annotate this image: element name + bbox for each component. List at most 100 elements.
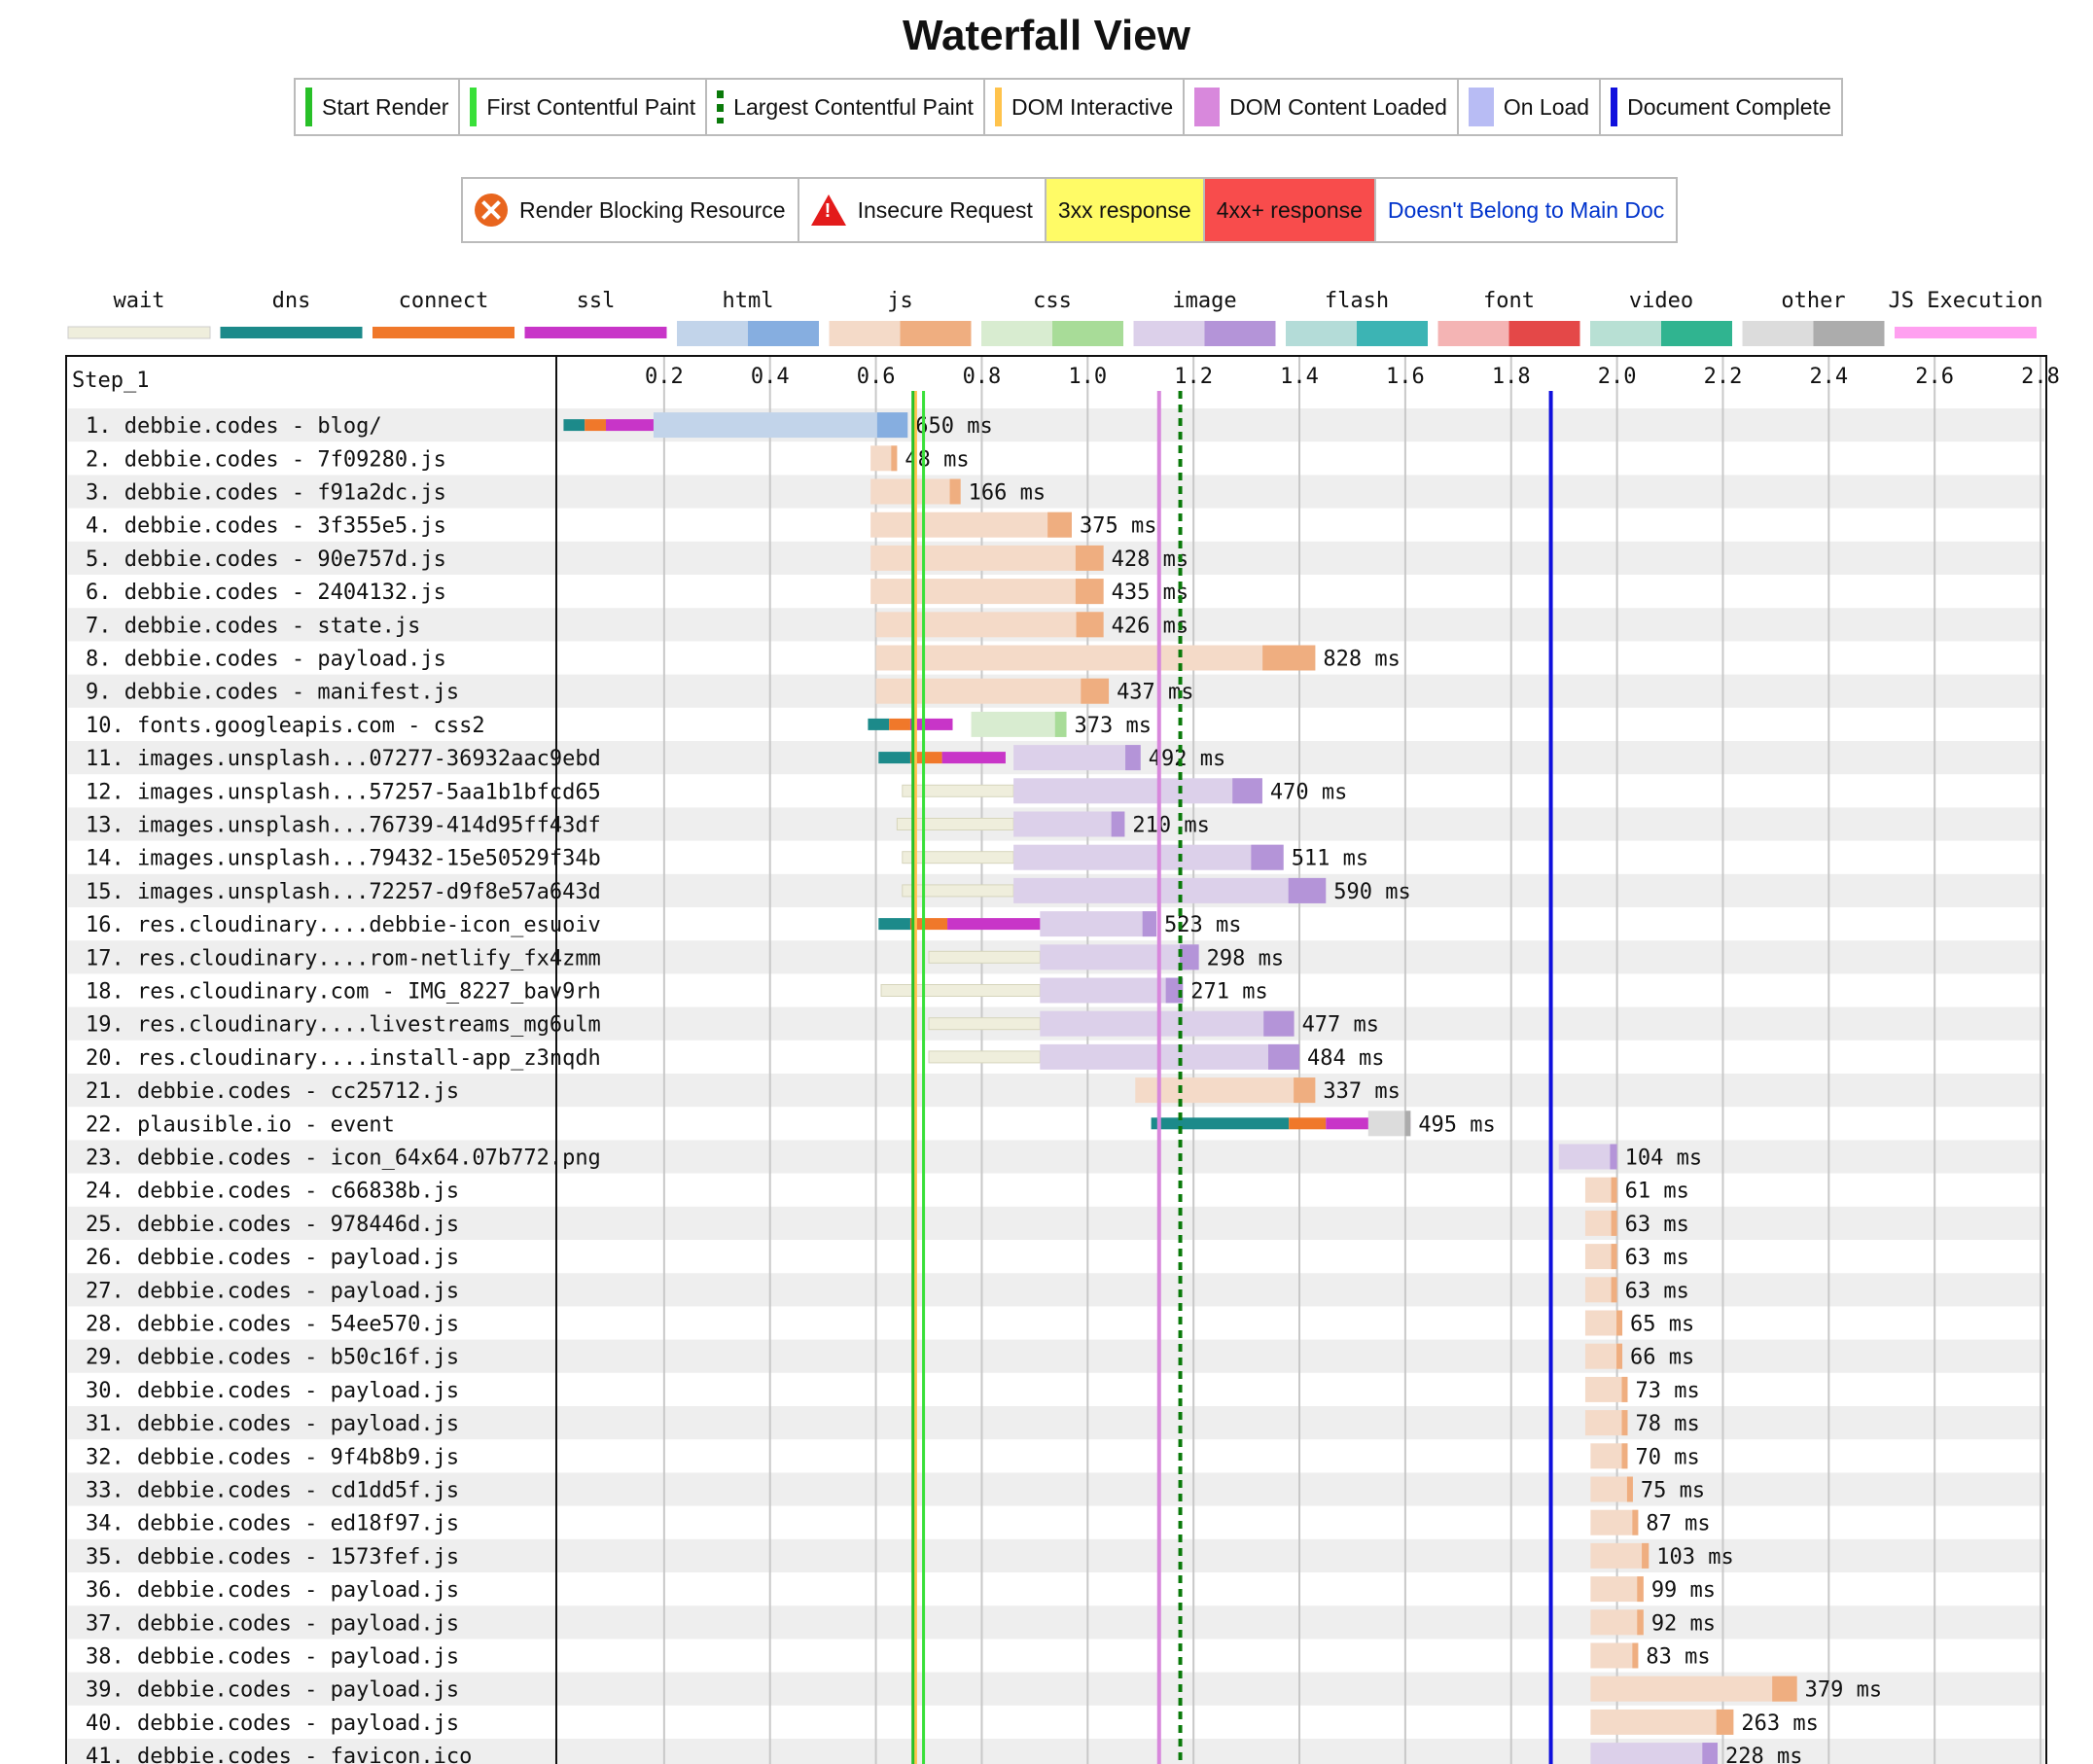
download-active-segment <box>1142 911 1157 937</box>
timing-legend-swatch <box>1133 321 1205 346</box>
page-title: Waterfall View <box>903 12 1190 59</box>
x-tick-label: 0.4 <box>751 365 790 389</box>
request-label: 39. debbie.codes - payload.js <box>86 1678 459 1703</box>
download-active-segment <box>1081 678 1110 704</box>
x-tick-label: 0.2 <box>645 365 684 389</box>
request-row: 13. images.unsplash...76739-414d95ff43df… <box>86 811 1210 838</box>
duration-label: 83 ms <box>1646 1645 1710 1670</box>
legend-marker-swatch <box>470 88 478 126</box>
row-stripe <box>68 1074 2044 1108</box>
timing-legend-swatch <box>1661 321 1732 346</box>
legend-not-main-doc: Doesn't Belong to Main Doc <box>1387 196 1665 223</box>
request-label: 18. res.cloudinary.com - IMG_8227_bav9rh <box>86 980 601 1005</box>
warning-icon: ! <box>810 194 846 226</box>
request-label: 7. debbie.codes - state.js <box>86 614 420 638</box>
download-active-segment <box>1054 711 1067 737</box>
download-active-segment <box>1263 1010 1295 1037</box>
download-active-segment <box>1611 1210 1617 1236</box>
download-segment <box>1040 911 1157 937</box>
legend-marker-label: DOM Content Loaded <box>1229 93 1447 120</box>
duration-label: 511 ms <box>1292 847 1368 871</box>
x-tick-label: 1.0 <box>1068 365 1107 389</box>
download-segment <box>1367 1111 1411 1137</box>
ssl-segment <box>947 918 1044 931</box>
legend-marker-label: First Contentful Paint <box>486 93 696 120</box>
legend-3xx: 3xx response <box>1046 179 1205 241</box>
request-label: 36. debbie.codes - payload.js <box>86 1578 459 1603</box>
legend-marker-item: DOM Content Loaded <box>1185 80 1459 134</box>
request-row: 29. debbie.codes - b50c16f.js 66 ms <box>86 1343 1694 1370</box>
download-active-segment <box>1642 1542 1650 1569</box>
timing-legend-swatch <box>372 327 514 338</box>
legend-4xx: 4xx+ response <box>1204 179 1376 241</box>
duration-label: 495 ms <box>1418 1112 1495 1137</box>
download-active-segment <box>876 412 908 439</box>
request-row: 35. debbie.codes - 1573fef.js 103 ms <box>86 1542 1734 1570</box>
duration-label: 228 ms <box>1725 1745 1802 1764</box>
request-label: 28. debbie.codes - 54ee570.js <box>86 1313 459 1337</box>
legend-marker-item: Document Complete <box>1601 80 1841 134</box>
request-row: 12. images.unsplash...57257-5aa1b1bfcd65… <box>86 778 1347 804</box>
connect-segment <box>909 752 942 764</box>
download-active-segment <box>1288 877 1327 903</box>
duration-label: 99 ms <box>1651 1578 1716 1603</box>
request-row: 28. debbie.codes - 54ee570.js 65 ms <box>86 1310 1694 1337</box>
duration-label: 78 ms <box>1635 1412 1699 1436</box>
request-label: 21. debbie.codes - cc25712.js <box>86 1079 459 1104</box>
duration-label: 484 ms <box>1307 1046 1384 1071</box>
request-row: 16. res.cloudinary....debbie-icon_esuoiv… <box>86 911 1242 937</box>
request-label: 40. debbie.codes - payload.js <box>86 1711 459 1736</box>
dns-segment <box>563 419 585 432</box>
request-row: 34. debbie.codes - ed18f97.js 87 ms <box>86 1509 1711 1536</box>
duration-label: 650 ms <box>915 414 992 439</box>
request-label: 23. debbie.codes - icon_64x64.07b772.png <box>86 1147 601 1171</box>
request-row: 40. debbie.codes - payload.js 263 ms <box>86 1709 1819 1736</box>
duration-label: 61 ms <box>1625 1180 1689 1204</box>
timing-legend-label: js <box>887 289 913 313</box>
download-segment <box>1590 1743 1719 1764</box>
row-stripe <box>68 1605 2044 1640</box>
request-row: 4. debbie.codes - 3f355e5.js 375 ms <box>86 512 1156 539</box>
duration-label: 73 ms <box>1635 1379 1699 1403</box>
duration-label: 477 ms <box>1302 1013 1379 1038</box>
download-active-segment <box>1621 1443 1628 1469</box>
request-row: 9. debbie.codes - manifest.js 437 ms <box>86 678 1194 705</box>
connect-segment <box>585 419 606 432</box>
download-segment <box>1040 1010 1295 1037</box>
download-active-segment <box>1075 579 1104 605</box>
request-label: 31. debbie.codes - payload.js <box>86 1412 459 1436</box>
legend-marker-item: Largest Contentful Paint <box>707 80 985 134</box>
request-row: 8. debbie.codes - payload.js 828 ms <box>86 645 1401 672</box>
x-tick-label: 0.8 <box>963 365 1002 389</box>
timing-legend-label: html <box>723 289 774 313</box>
request-row: 31. debbie.codes - payload.js 78 ms <box>86 1410 1700 1436</box>
download-segment <box>875 612 1104 638</box>
download-segment <box>870 579 1104 605</box>
download-active-segment <box>1180 944 1199 970</box>
timing-legend-swatch <box>524 327 667 338</box>
request-row: 39. debbie.codes - payload.js 379 ms <box>86 1676 1882 1703</box>
download-active-segment <box>1637 1576 1644 1603</box>
duration-label: 66 ms <box>1630 1346 1694 1370</box>
download-segment <box>1590 1509 1639 1535</box>
timing-legend-swatch <box>829 321 901 346</box>
request-row: 25. debbie.codes - 978446d.js 63 ms <box>86 1210 1689 1237</box>
request-row: 11. images.unsplash...07277-36932aac9ebd… <box>86 745 1225 771</box>
request-row: 6. debbie.codes - 2404132.js 435 ms <box>86 579 1188 605</box>
legend-marker-swatch <box>717 90 725 123</box>
download-active-segment <box>1268 1043 1300 1070</box>
request-label: 32. debbie.codes - 9f4b8b9.js <box>86 1445 459 1469</box>
chart-frame <box>65 355 2047 1764</box>
x-tick-label: 2.4 <box>1809 365 1848 389</box>
download-active-segment <box>1294 1077 1316 1104</box>
request-label: 15. images.unsplash...72257-d9f8e57a643d <box>86 880 601 904</box>
duration-label: 271 ms <box>1190 980 1267 1005</box>
timing-legend-label: connect <box>399 289 489 313</box>
download-segment <box>1584 1310 1623 1336</box>
connect-segment <box>1289 1117 1327 1130</box>
request-row: 32. debbie.codes - 9f4b8b9.js 70 ms <box>86 1443 1700 1469</box>
download-active-segment <box>1404 1111 1411 1137</box>
download-active-segment <box>1632 1642 1639 1669</box>
timing-legend-swatch <box>677 321 748 346</box>
x-tick-label: 0.6 <box>857 365 896 389</box>
